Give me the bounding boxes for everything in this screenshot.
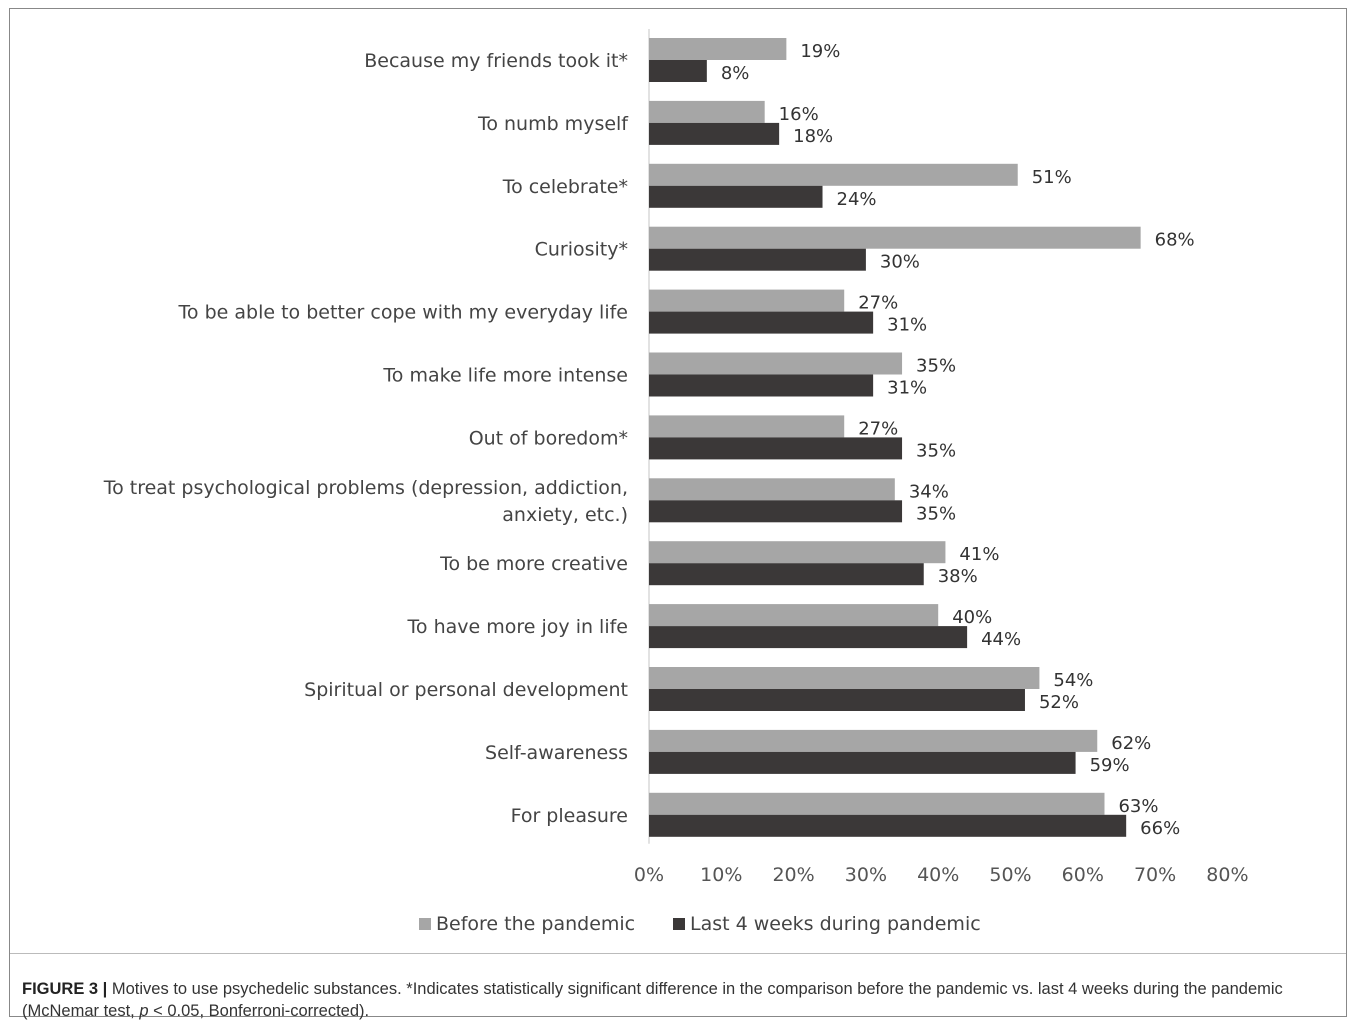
bar-before-pandemic <box>649 352 903 375</box>
bar-before-pandemic <box>649 667 1040 689</box>
data-label: 52% <box>1039 692 1079 713</box>
data-label: 30% <box>880 252 920 273</box>
bar-before-pandemic <box>649 541 946 564</box>
x-tick-label: 50% <box>989 864 1031 886</box>
bar-before-pandemic <box>649 226 1141 249</box>
bar-before-pandemic <box>649 604 939 627</box>
bar-before-pandemic <box>649 415 845 438</box>
bar-before-pandemic <box>649 38 787 60</box>
data-label: 8% <box>721 63 750 84</box>
data-label: 19% <box>800 41 840 62</box>
caption-figure-label: FIGURE 3 | <box>22 980 108 998</box>
bar-last-4-weeks <box>649 626 968 649</box>
bar-before-pandemic <box>649 289 845 312</box>
data-label: 68% <box>1155 230 1195 251</box>
data-label: 38% <box>938 566 978 587</box>
data-label: 59% <box>1090 755 1130 776</box>
data-label: 62% <box>1111 733 1151 754</box>
category-label: Spiritual or personal development <box>304 679 628 701</box>
x-tick-label: 0% <box>634 864 664 886</box>
category-label: anxiety, etc.) <box>502 504 628 526</box>
legend-label: Last 4 weeks during pandemic <box>690 913 981 935</box>
bar-last-4-weeks <box>649 437 903 460</box>
x-tick-label: 80% <box>1206 864 1248 886</box>
data-label: 66% <box>1140 818 1180 839</box>
bar-last-4-weeks <box>649 500 903 523</box>
x-tick-label: 30% <box>845 864 887 886</box>
category-label: To celebrate* <box>502 176 628 198</box>
data-label: 35% <box>916 503 956 524</box>
data-label: 40% <box>952 607 992 628</box>
figure-frame: Because my friends took it* 19% 8% To numb … <box>9 8 1347 1020</box>
category-label: For pleasure <box>511 805 628 827</box>
bar-last-4-weeks <box>649 814 1127 837</box>
legend-swatch-last-4-weeks <box>673 918 685 930</box>
category-label: Out of boredom* <box>469 427 628 449</box>
category-label: To have more joy in life <box>407 616 628 638</box>
caption-divider <box>10 953 1346 954</box>
data-label: 54% <box>1053 670 1093 691</box>
caption-text: Motives to use psychedelic substances. *… <box>22 980 1283 1020</box>
data-label: 18% <box>793 126 833 147</box>
category-label: Self-awareness <box>485 742 628 764</box>
data-label: 27% <box>858 293 898 314</box>
legend-label: Before the pandemic <box>436 913 635 935</box>
data-label: 24% <box>837 189 877 210</box>
bar-last-4-weeks <box>649 689 1025 711</box>
bar-last-4-weeks <box>649 374 874 397</box>
x-tick-label: 20% <box>772 864 814 886</box>
data-label: 35% <box>916 356 956 377</box>
category-label: To be able to better cope with my everyd… <box>178 302 628 324</box>
category-label: Curiosity* <box>535 239 628 261</box>
bar-last-4-weeks <box>649 563 924 586</box>
bar-chart: Because my friends took it* 19% 8% To numb … <box>103 29 1249 935</box>
x-tick-label: 10% <box>700 864 742 886</box>
bar-before-pandemic <box>649 100 765 123</box>
data-label: 44% <box>981 629 1021 650</box>
data-label: 31% <box>887 315 927 336</box>
category-label: To treat psychological problems (depress… <box>103 477 628 499</box>
bar-before-pandemic <box>649 163 1018 186</box>
caption-text-end: < 0.05, Bonferroni-corrected). <box>148 1002 370 1020</box>
category-label: Because my friends took it* <box>364 50 628 72</box>
bar-last-4-weeks <box>649 311 874 334</box>
category-label: To be more creative <box>439 553 628 575</box>
data-label: 31% <box>887 378 927 399</box>
x-tick-label: 40% <box>917 864 959 886</box>
figure-caption: FIGURE 3 | Motives to use psychedelic su… <box>22 978 1342 1022</box>
bar-before-pandemic <box>649 478 895 501</box>
data-label: 63% <box>1118 796 1158 817</box>
category-label: To make life more intense <box>382 365 628 387</box>
bar-before-pandemic <box>649 729 1098 752</box>
x-tick-label: 60% <box>1062 864 1104 886</box>
caption-p-symbol: p <box>139 1002 149 1020</box>
data-label: 41% <box>959 544 999 565</box>
bar-before-pandemic <box>649 792 1105 815</box>
category-label: To numb myself <box>477 113 629 135</box>
legend-swatch-before <box>419 918 431 930</box>
bar-last-4-weeks <box>649 122 780 145</box>
data-label: 34% <box>909 481 949 502</box>
x-tick-label: 70% <box>1134 864 1176 886</box>
data-label: 16% <box>779 104 819 125</box>
bar-last-4-weeks <box>649 185 823 208</box>
data-label: 27% <box>858 418 898 439</box>
data-label: 51% <box>1032 167 1072 188</box>
bar-last-4-weeks <box>649 751 1076 774</box>
data-label: 35% <box>916 440 956 461</box>
bar-last-4-weeks <box>649 248 866 271</box>
bar-last-4-weeks <box>649 60 707 82</box>
